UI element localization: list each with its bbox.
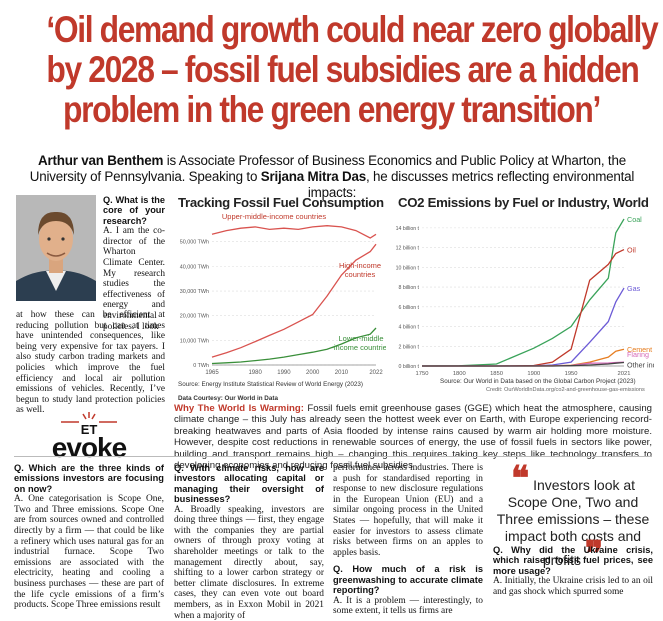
series-label-gas: Gas	[627, 284, 641, 293]
series-label-flaring: Flaring	[627, 350, 649, 359]
x-tick-label: 2000	[306, 370, 320, 376]
y-tick-label: 40,000 TWh	[180, 264, 209, 270]
chart1-series	[211, 225, 377, 365]
chart1-x-ticks: 1965 1980 1990 2000 2010 2022	[205, 370, 383, 376]
y-tick-label: 8 billion t	[399, 285, 420, 291]
series-line-lower-middle-income-countries	[211, 327, 377, 365]
chart1-source: Source: Energy Institute Statistical Rev…	[178, 381, 364, 388]
series-label-cement: Cement	[627, 345, 652, 354]
chart2-title: CO2 Emissions by Fuel or Industry, World	[398, 195, 649, 210]
headline: ‘Oil demand growth could near zero globa…	[46, 9, 658, 130]
answer-greenwashing: A. It is a problem — interestingly, to s…	[333, 595, 483, 617]
y-tick-label: 50,000 TWh	[180, 240, 209, 246]
why-label: Why The World Is Warming:	[174, 403, 304, 414]
series-line-other-industry	[422, 361, 625, 367]
x-tick-label: 1990	[277, 370, 291, 376]
interviewee-name: Arthur van Benthem	[38, 153, 164, 168]
x-tick-label: 1965	[205, 370, 219, 376]
intro-paragraph: Arthur van Benthem is Associate Professo…	[14, 153, 650, 201]
question-ukraine: Q. Why did the Ukraine crisis, which rai…	[493, 545, 653, 576]
y-tick-label: 2 billion t	[399, 344, 420, 350]
fossil-consumption-chart: 0 TWh 10,000 TWh 20,000 TWh 30,000 TWh 40,00…	[180, 212, 386, 376]
y-tick-label: 10,000 TWh	[180, 338, 209, 344]
why-warming-caption: Why The World Is Warming: Fossil fuels e…	[174, 403, 652, 471]
label-high-income-2: countries	[345, 270, 376, 279]
x-tick-label: 1800	[453, 371, 466, 377]
y-tick-label: 12 billion t	[396, 246, 420, 252]
label-high-income-1: High-income	[339, 261, 381, 270]
series-label-coal: Coal	[627, 215, 642, 224]
series-label-oil: Oil	[627, 246, 636, 255]
y-tick-label: 0 TWh	[193, 363, 209, 369]
y-tick-label: 10 billion t	[396, 265, 420, 271]
bottom-col-1: Q. Which are the three kinds of emission…	[14, 463, 164, 611]
x-tick-label: 1950	[565, 371, 578, 377]
chart2-credit: Credit: OurWorldInData.org/co2-and-green…	[486, 387, 645, 393]
et-evoke-logo: ET evoke	[22, 412, 157, 463]
q1-block: Q. What is the core of your research? A.…	[103, 195, 165, 332]
pull-quote-text: Investors look at Scope One, Two and Thr…	[496, 477, 650, 568]
y-tick-label: 4 billion t	[399, 325, 420, 331]
y-tick-label: 30,000 TWh	[180, 289, 209, 295]
intro-text-1: is Associate Professor of Business Econo…	[29, 153, 626, 184]
series-line-coal	[421, 218, 625, 367]
question-greenwashing: Q. How much of a risk is greenwashing to…	[333, 564, 483, 596]
logo-et: ET	[81, 422, 98, 437]
close-quote-icon: ❞	[584, 536, 604, 573]
answer-reporting-continued: performance across industries. There is …	[333, 463, 483, 558]
chart2-gridlines	[422, 227, 624, 367]
interviewer-name: Srijana Mitra Das	[260, 169, 366, 184]
headline-line-1: ‘Oil demand growth could near zero globa…	[46, 9, 658, 50]
x-tick-label: 1980	[248, 370, 262, 376]
answer-climate-risks: A. Broadly speaking, investors are doing…	[174, 504, 324, 621]
logo-graphic: ET evoke	[52, 412, 128, 463]
bottom-col-2: Q. With climate risks, how are investors…	[174, 463, 324, 621]
chart1-courtesy: Data Courtesy: Our World in Data	[178, 395, 278, 402]
x-tick-label: 2022	[369, 370, 383, 376]
pull-quote: ❝ Investors look at Scope One, Two and T…	[493, 463, 653, 572]
label-lower-middle-income-2: -income countries	[331, 343, 386, 352]
chart2-source: Source: Our World in Data based on the G…	[440, 378, 636, 385]
section-divider	[14, 456, 652, 457]
bottom-col-3: performance across industries. There is …	[333, 463, 483, 617]
series-line-gas	[422, 287, 625, 367]
series-label-other-industry: Other industry	[627, 361, 654, 370]
open-quote-icon: ❝	[510, 461, 530, 498]
headline-line-3: problem in the green energy transition’	[63, 89, 601, 130]
answer-research-rest: at how these can be efficient at reducin…	[16, 310, 165, 416]
question-three-emissions: Q. Which are the three kinds of emission…	[14, 463, 164, 494]
x-tick-label: 2021	[618, 371, 631, 377]
x-tick-label: 2010	[335, 370, 349, 376]
co2-emissions-chart: 0 billion t 2 billion t 4 billion t 6 billi…	[396, 215, 654, 377]
label-upper-middle-income: Upper-middle-income countries	[222, 212, 326, 221]
y-tick-label: 14 billion t	[396, 226, 420, 232]
y-tick-label: 0 billion t	[399, 364, 420, 370]
chart2-x-ticks: 1750 1800 1850 1900 1950 2021	[416, 371, 631, 377]
logo-evoke: evoke	[52, 432, 127, 458]
headline-line-2: by 2028 – fossil fuel subsidies are a hi…	[46, 49, 639, 90]
answer-ukraine: A. Initially, the Ukraine crisis led to …	[493, 576, 653, 597]
bottom-col-4: Q. Why did the Ukraine crisis, which rai…	[493, 545, 653, 597]
portrait-image	[16, 195, 96, 301]
chart2-series	[421, 218, 625, 367]
author-photo	[16, 195, 96, 301]
y-tick-label: 20,000 TWh	[180, 314, 209, 320]
label-lower-middle-income-1: Lower-middle	[338, 334, 383, 343]
series-line-high-income-countries	[211, 243, 377, 358]
chart2-y-ticks: 0 billion t 2 billion t 4 billion t 6 billi…	[396, 226, 420, 370]
x-tick-label: 1750	[416, 371, 429, 377]
why-text: Fossil fuels emit greenhouse gases (GGE)…	[174, 403, 652, 472]
x-tick-label: 1900	[527, 371, 540, 377]
answer-research-start: A. I am the co-director of the Wharton C…	[103, 226, 165, 332]
chart1-title: Tracking Fossil Fuel Consumption	[178, 195, 384, 210]
y-tick-label: 6 billion t	[399, 305, 420, 311]
x-tick-label: 1850	[490, 371, 503, 377]
intro-text-2: , he discusses metrics reflecting enviro…	[307, 169, 635, 200]
answer-three-emissions: A. One categorisation is Scope One, Two …	[14, 494, 164, 611]
series-line-upper-middle-income-countries	[211, 225, 377, 239]
question-research: Q. What is the core of your research?	[103, 195, 165, 226]
chart1-y-ticks: 0 TWh 10,000 TWh 20,000 TWh 30,000 TWh 40,00…	[180, 240, 209, 369]
question-climate-risks: Q. With climate risks, how are investors…	[174, 463, 324, 505]
